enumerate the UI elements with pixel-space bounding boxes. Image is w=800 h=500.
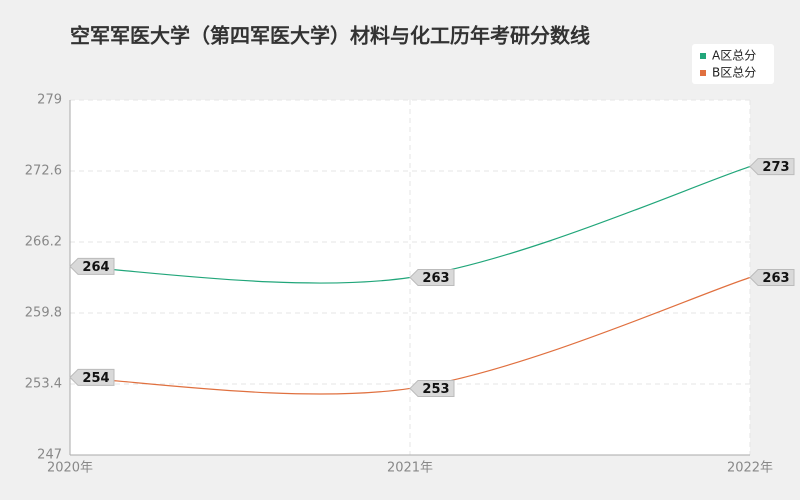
y-tick-label: 272.6 [25, 164, 62, 179]
x-tick-label: 2020年 [47, 461, 93, 476]
legend-marker [700, 53, 706, 59]
legend-box [692, 44, 774, 84]
data-label: 253 [422, 382, 449, 397]
chart-title: 空军军医大学（第四军医大学）材料与化工历年考研分数线 [70, 24, 590, 48]
x-tick-label: 2022年 [727, 461, 773, 476]
legend-label: A区总分 [712, 49, 756, 63]
data-label-box [749, 158, 795, 176]
y-tick-label: 259.8 [25, 306, 62, 321]
data-label: 263 [762, 271, 789, 286]
y-tick-label: 247 [37, 448, 62, 463]
legend-marker [700, 70, 706, 76]
y-tick-label: 266.2 [25, 235, 62, 250]
legend: A区总分 B区总分 [692, 44, 774, 84]
y-tick-label: 253.4 [25, 377, 62, 392]
data-label: 263 [422, 271, 449, 286]
x-tick-label: 2021年 [387, 461, 433, 476]
data-label-box [409, 379, 455, 397]
data-label: 254 [82, 371, 109, 386]
data-label-box [69, 257, 115, 275]
y-tick-label: 279 [37, 93, 62, 108]
data-label: 273 [762, 160, 789, 175]
data-label-box [749, 269, 795, 286]
legend-label: B区总分 [712, 66, 756, 80]
data-label: 264 [82, 260, 109, 275]
data-label-box [69, 368, 115, 386]
data-label-box [409, 269, 455, 286]
